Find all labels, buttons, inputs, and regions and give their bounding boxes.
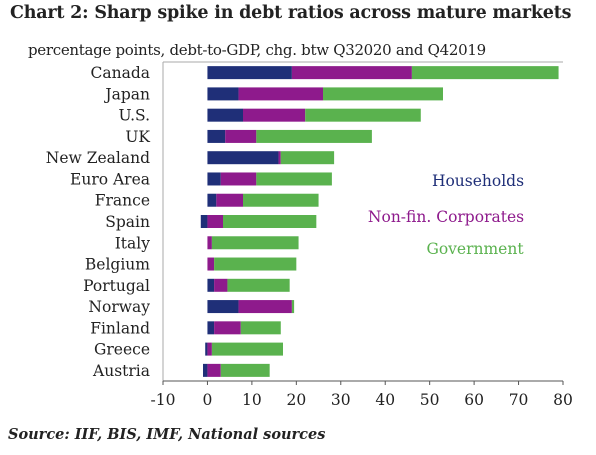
category-label-spain: Spain [105, 213, 150, 231]
x-tick-label: 20 [286, 391, 306, 409]
bar-u-s-households [207, 108, 243, 122]
bar-spain-government [223, 215, 317, 228]
bar-finland-households [207, 321, 215, 335]
bar-portugal-non-fin-corporates [214, 278, 228, 292]
category-label-belgium: Belgium [85, 256, 150, 274]
bar-france-non-fin-corporates [216, 193, 243, 207]
bar-uk-government [256, 129, 372, 143]
bar-canada-non-fin-corporates [291, 66, 412, 80]
category-label-new-zealand: New Zealand [46, 149, 150, 167]
x-tick-label: 80 [553, 391, 573, 409]
bar-greece-non-fin-corporates [207, 342, 212, 356]
bar-new-zealand-government [280, 151, 335, 165]
bar-belgium-non-fin-corporates [207, 257, 215, 271]
bar-japan-government [323, 87, 443, 101]
bar-spain-households [200, 215, 208, 228]
chart-title: Chart 2: Sharp spike in debt ratios acro… [10, 3, 572, 23]
legend-entry-government: Government [426, 240, 524, 258]
chart-subtitle: percentage points, debt-to-GDP, chg. btw… [28, 41, 486, 59]
bar-japan-households [207, 87, 239, 101]
bar-norway-non-fin-corporates [238, 300, 292, 314]
bar-finland-government [240, 321, 281, 335]
category-label-euro-area: Euro Area [70, 170, 150, 188]
x-tick-label: 30 [331, 391, 351, 409]
bar-canada-households [207, 66, 292, 80]
axes-group: -10 0 10 20 30 40 50 60 70 80 [151, 61, 573, 409]
x-tick-label: -10 [151, 391, 176, 409]
x-tick-label: 60 [464, 391, 484, 409]
bar-norway-households [207, 300, 239, 314]
category-label-greece: Greece [94, 341, 150, 359]
bar-austria-households [203, 363, 208, 377]
bar-portugal-households [207, 278, 215, 292]
category-label-uk: UK [125, 128, 150, 146]
bar-u-s-government [305, 108, 421, 122]
category-label-norway: Norway [88, 298, 150, 316]
bar-uk-households [207, 129, 226, 143]
bar-finland-non-fin-corporates [214, 321, 241, 335]
x-tick-label: 70 [509, 391, 529, 409]
legend-entry-non-fin-corporates: Non-fin. Corporates [368, 208, 524, 226]
bar-norway-government [291, 300, 295, 314]
bar-greece-households [205, 342, 208, 356]
bar-italy-government [211, 236, 299, 250]
bar-euro-area-government [256, 172, 332, 186]
bar-greece-government [211, 342, 283, 356]
category-labels: Canada Japan U.S. UK New Zealand Euro Area Fra… [46, 64, 151, 380]
category-label-france: France [95, 192, 150, 210]
category-label-japan: Japan [103, 85, 150, 103]
category-label-finland: Finland [90, 319, 150, 337]
bar-italy-non-fin-corporates [207, 236, 212, 250]
legend: Households Non-fin. Corporates Government [368, 172, 524, 258]
bar-france-government [243, 193, 319, 207]
bars-group [200, 66, 559, 377]
category-label-austria: Austria [92, 362, 150, 380]
bar-canada-government [411, 66, 559, 80]
bar-france-households [207, 193, 217, 207]
bar-portugal-government [227, 278, 290, 292]
x-tick-label: 0 [203, 391, 213, 409]
category-label-canada: Canada [91, 64, 151, 82]
bar-euro-area-non-fin-corporates [220, 172, 257, 186]
category-label-italy: Italy [115, 234, 151, 252]
x-tick-label: 10 [242, 391, 262, 409]
x-tick-label: 50 [420, 391, 440, 409]
bar-new-zealand-non-fin-corporates [278, 151, 281, 165]
bar-austria-non-fin-corporates [207, 363, 221, 377]
source-note: Source: IIF, BIS, IMF, National sources [8, 426, 326, 443]
bar-japan-non-fin-corporates [238, 87, 323, 101]
bar-austria-government [220, 363, 270, 377]
bar-spain-non-fin-corporates [207, 215, 223, 228]
bar-new-zealand-households [207, 151, 279, 165]
category-label-portugal: Portugal [83, 277, 150, 295]
bar-u-s-non-fin-corporates [243, 108, 306, 122]
x-tick-label: 40 [375, 391, 395, 409]
legend-entry-households: Households [432, 172, 524, 190]
bar-belgium-government [214, 257, 297, 271]
category-label-u-s: U.S. [118, 107, 150, 125]
bar-uk-non-fin-corporates [225, 129, 257, 143]
bar-euro-area-households [207, 172, 221, 186]
